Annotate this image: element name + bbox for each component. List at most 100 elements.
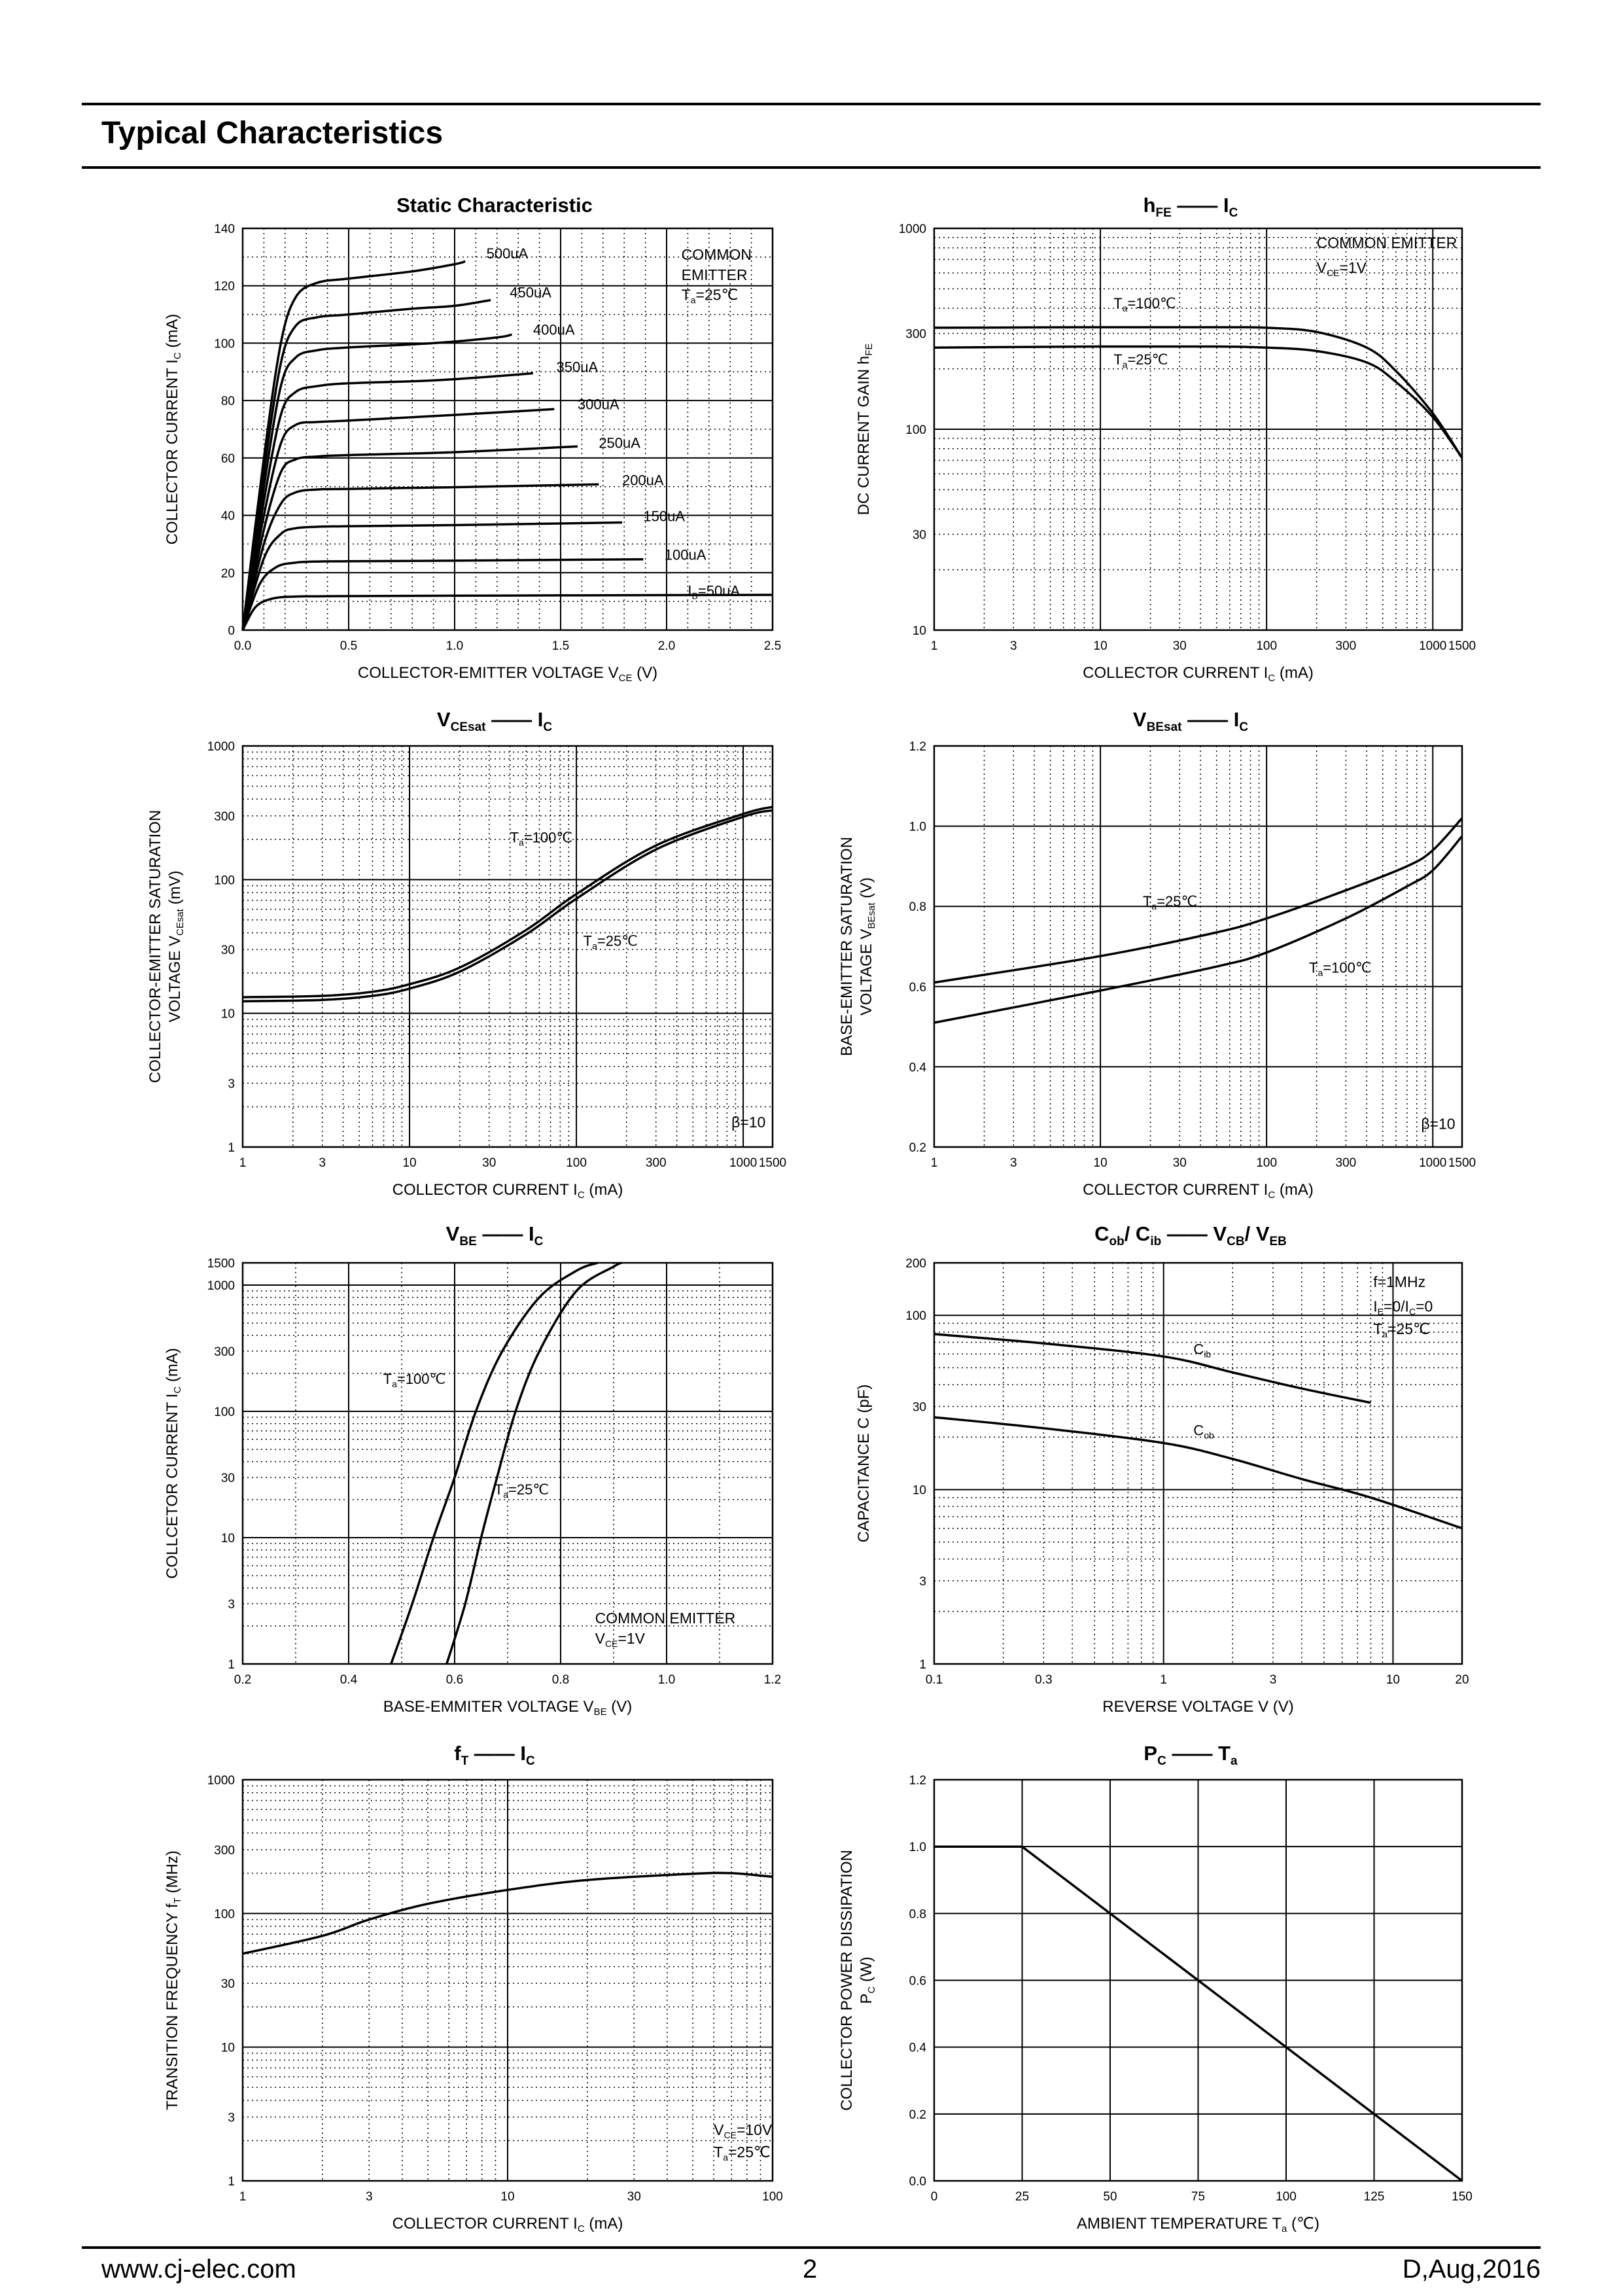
x-tick-label: 50	[1103, 2190, 1117, 2204]
y-tick-label: 300	[905, 328, 926, 342]
x-tick-label: 10	[1094, 639, 1108, 653]
series-line-Cib	[934, 1333, 1371, 1404]
x-tick-label: 2.0	[658, 639, 675, 653]
plot-frame	[933, 1262, 1463, 1665]
y-tick-label: 10	[913, 1484, 926, 1498]
x-tick-label: 0.4	[340, 1673, 358, 1687]
chart-annotation: β=10	[731, 1114, 765, 1131]
x-tick-label: 3	[1010, 639, 1017, 653]
footer-rule	[82, 2246, 1541, 2249]
x-tick-label: 300	[1336, 1156, 1357, 1170]
chart-cap: 0.1 0.3 1 3 10 20 1 3 10 30 100 200 REVERSE VOLTAGE …	[855, 1222, 1469, 1716]
x-tick-label: 10	[402, 1156, 416, 1170]
series-line-400uA	[241, 333, 512, 631]
x-tick-label: 30	[482, 1156, 496, 1170]
series-label: Ta=100℃	[383, 1371, 446, 1389]
y-axis-label: PC (W)	[858, 1956, 877, 2004]
y-tick-label: 20	[221, 567, 235, 580]
series-line-300uA	[241, 408, 555, 631]
y-tick-label: 30	[913, 1400, 926, 1414]
chart-pc: 0 25 50 75 100 125 150 0.0 0.2 0.4 0.6 0.8 1.0 1.2 AMB…	[838, 1742, 1473, 2234]
x-tick-label: 10	[500, 2190, 514, 2204]
plot-frame	[241, 1778, 774, 2182]
x-axis-label: REVERSE VOLTAGE V (V)	[1102, 1698, 1294, 1716]
footer-date: D,Aug,2016	[1402, 2255, 1541, 2284]
series-line-Ta=25℃	[934, 817, 1463, 984]
series-line-Ta=25℃	[934, 345, 1463, 459]
y-tick-label: 1	[228, 1658, 235, 1672]
y-axis-label: VOLTAGE VCEsat (mV)	[166, 871, 186, 1023]
y-axis-label: DC CURRENT GAIN hFE	[855, 344, 875, 516]
y-axis-label: COLLCETOR CURRENT IC (mA)	[164, 1348, 183, 1579]
x-tick-label: 1.0	[446, 639, 463, 653]
y-tick-label: 300	[214, 1844, 235, 1858]
y-tick-label: 60	[221, 452, 235, 466]
series-line-450uA	[241, 298, 491, 631]
y-tick-label: 30	[221, 944, 235, 957]
series-label: 200uA	[622, 472, 664, 489]
chart-annotation: Ta=25℃	[714, 2144, 771, 2163]
chart-annotation: Ta=25℃	[682, 287, 739, 306]
x-tick-label: 3	[1010, 1156, 1017, 1170]
y-tick-label: 300	[214, 1345, 235, 1359]
x-tick-label: 0.1	[926, 1673, 943, 1687]
plot-frame	[933, 227, 1463, 631]
x-tick-label: 1	[239, 1156, 247, 1170]
y-tick-label: 100	[214, 337, 235, 351]
series-line-Ta=25℃	[445, 1262, 622, 1665]
series-line-Cob	[934, 1416, 1463, 1530]
series-label: 300uA	[578, 396, 620, 412]
series-label: Ta=25℃	[1143, 893, 1197, 911]
y-tick-label: 100	[905, 423, 926, 437]
x-tick-label: 0.3	[1035, 1673, 1052, 1687]
series-label: 150uA	[643, 508, 685, 524]
y-tick-label: 0.8	[909, 900, 926, 914]
x-axis-label: BASE-EMMITER VOLTAGE VBE (V)	[383, 1698, 633, 1718]
y-tick-label: 3	[228, 1598, 235, 1612]
series-label: 100uA	[665, 547, 707, 563]
x-tick-label: 1.5	[552, 639, 569, 653]
x-tick-label: 1.2	[764, 1673, 781, 1687]
chart-annotation: COMMON EMITTER	[595, 1610, 736, 1627]
series-label: Ta=25℃	[1113, 351, 1168, 370]
series-line-Ta=100℃	[390, 1262, 599, 1665]
chart-vbe: 0.2 0.4 0.6 0.8 1.0 1.2 1 3 10 30 100 300 1000 1500 BA…	[164, 1222, 781, 1718]
y-tick-label: 30	[221, 1472, 235, 1485]
y-tick-label: 300	[214, 810, 235, 824]
series-label: Ta=100℃	[510, 829, 573, 847]
y-tick-label: 10	[221, 1532, 235, 1545]
header-rule-top	[82, 103, 1541, 105]
series-line-fT	[242, 1871, 773, 1955]
series-label: IB=50uA	[688, 582, 740, 601]
y-tick-label: 1.0	[909, 1841, 926, 1854]
series-line-200uA	[241, 483, 599, 631]
chart-ft: 1 3 10 30 100 1 3 10 30 100 300 1000 COLLECTOR CURRE…	[164, 1742, 783, 2234]
chart-annotation: EMITTER	[682, 266, 748, 283]
series-line-250uA	[241, 445, 578, 631]
x-tick-label: 3	[319, 1156, 326, 1170]
chart-vbesat: 1 3 10 30 100 300 1000 1500 0.2 0.4 0.6 0.8 1.0 1.2 CO…	[838, 708, 1476, 1201]
x-tick-label: 0.8	[552, 1673, 569, 1687]
x-tick-label: 20	[1455, 1673, 1469, 1687]
y-tick-label: 1	[919, 1658, 926, 1672]
series-line-100uA	[241, 557, 644, 631]
y-tick-label: 40	[221, 510, 235, 523]
y-axis-label: CAPACITANCE C (pF)	[855, 1385, 873, 1543]
y-tick-label: 3	[228, 2111, 235, 2125]
series-label: 350uA	[557, 359, 599, 375]
x-axis-label: COLLECTOR-EMITTER VOLTAGE VCE (V)	[358, 664, 657, 684]
series-line-500uA	[241, 260, 466, 631]
x-tick-label: 1	[931, 1156, 938, 1170]
y-tick-label: 0.0	[909, 2175, 926, 2189]
chart-vcesat: 1 3 10 30 100 300 1000 15001310301003001000COLL…	[147, 708, 786, 1201]
chart-annotation: COMMON	[682, 246, 752, 263]
y-tick-label: 1.2	[909, 1774, 926, 1788]
y-tick-label: 3	[919, 1575, 926, 1589]
series-line-Ta=100℃	[242, 805, 773, 998]
y-tick-label: 10	[221, 2041, 235, 2055]
chart-title: VCEsat —— IC	[437, 708, 552, 734]
series-line-150uA	[241, 521, 623, 631]
series-line-Ta=100℃	[934, 326, 1463, 459]
chart-annotation: VCE=10V	[714, 2121, 773, 2140]
y-tick-label: 0.6	[909, 1975, 926, 1988]
